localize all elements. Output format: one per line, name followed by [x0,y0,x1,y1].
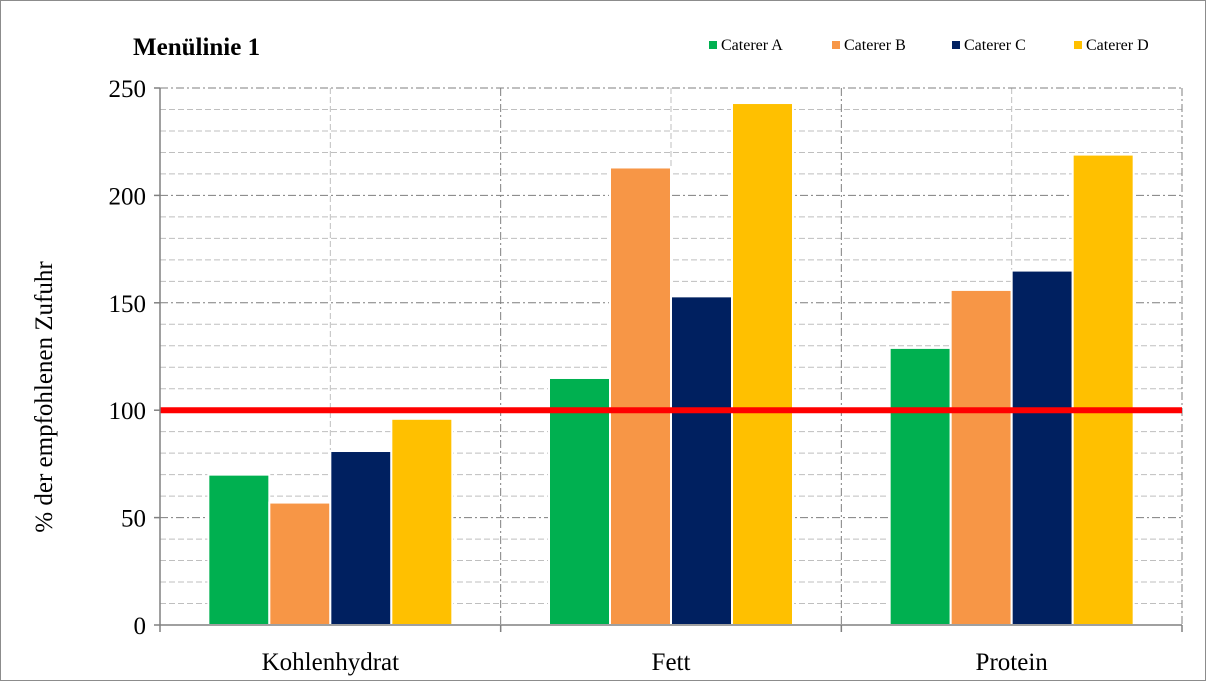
bars-layer [160,102,1182,627]
legend-swatch [832,41,840,49]
legend-swatch [709,41,717,49]
y-tick-label: 200 [109,183,147,210]
x-tick-label: Kohlenhydrat [262,649,400,676]
y-tick-label: 100 [109,398,147,425]
legend-label: Caterer A [721,37,783,54]
legend-swatch [952,41,960,49]
bar-kohlenhydrat-caterer-a [207,473,271,627]
bar-protein-caterer-a [888,346,952,626]
y-tick-label: 250 [109,76,147,103]
legend-label: Caterer B [844,37,906,54]
bar-protein-caterer-d [1071,153,1135,626]
legend-label: Caterer D [1086,37,1149,54]
x-tick-label: Protein [976,649,1049,676]
bar-protein-caterer-b [949,288,1013,626]
axis-layer: 0 50 100 150 200 250 Kohlenhydrat Fett Protein [109,76,1183,676]
y-tick-label: 50 [121,506,146,533]
legend: Caterer A Caterer B Caterer C Caterer D [709,37,1149,54]
bar-protein-caterer-c [1010,269,1074,626]
bar-fett-caterer-a [548,376,611,627]
y-tick-label: 0 [134,613,147,640]
bar-kohlenhydrat-caterer-c [329,450,393,626]
y-tick-label: 150 [109,291,147,318]
legend-swatch [1074,41,1082,49]
y-axis-label: % der empfohlenen Zufuhr [31,261,58,533]
bar-fett-caterer-d [731,102,794,626]
x-tick-label: Fett [652,649,691,676]
bar-kohlenhydrat-caterer-b [268,501,332,626]
bar-fett-caterer-b [609,166,672,626]
chart-title: Menülinie 1 [133,34,260,61]
bar-kohlenhydrat-caterer-d [390,417,454,626]
legend-label: Caterer C [964,37,1026,54]
bar-fett-caterer-c [670,295,733,626]
